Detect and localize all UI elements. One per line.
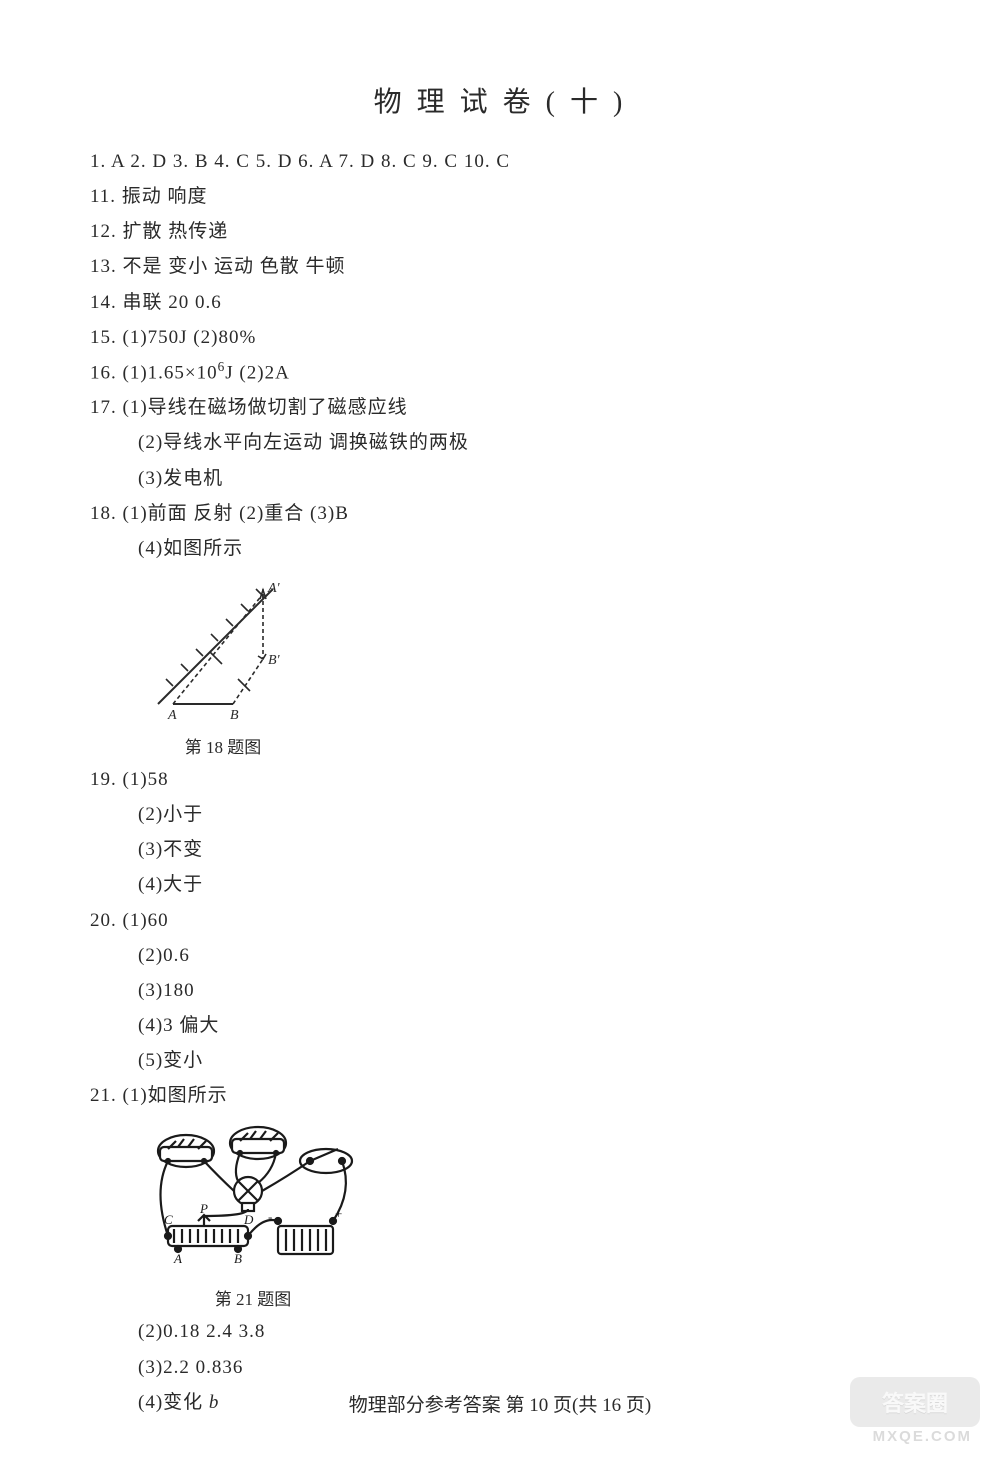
fig21-label-A: A	[173, 1251, 182, 1266]
answer-q18-4: (4)如图所示	[90, 531, 910, 566]
fig21-label-D: D	[243, 1212, 254, 1227]
answer-q21-1: 21. (1)如图所示	[90, 1078, 910, 1113]
fig18-label-A: A	[167, 708, 177, 723]
figure-q18-svg: A B A' B'	[138, 574, 308, 724]
fig21-label-plus: +	[335, 1206, 342, 1221]
figure-q21: C P D A B + - 第 21 题图	[138, 1121, 368, 1310]
answer-q21-3: (3)2.2 0.836	[90, 1350, 910, 1385]
answer-q18-1: 18. (1)前面 反射 (2)重合 (3)B	[90, 496, 910, 531]
fig21-label-C: C	[164, 1212, 173, 1227]
answer-q19-2: (2)小于	[90, 797, 910, 832]
figure-q18: A B A' B' 第 18 题图	[138, 574, 308, 758]
answer-q20-1: 20. (1)60	[90, 903, 910, 938]
fig21-label-minus: -	[268, 1209, 272, 1224]
fig18-label-B: B	[230, 708, 239, 723]
answer-q20-4: (4)3 偏大	[90, 1008, 910, 1043]
fig21-label-B: B	[234, 1251, 242, 1266]
fig18-label-Bp: B'	[268, 653, 281, 668]
fig18-label-Ap: A'	[267, 581, 281, 596]
answer-q16: 16. (1)1.65×106J (2)2A	[90, 355, 910, 390]
answer-mc-line: 1. A 2. D 3. B 4. C 5. D 6. A 7. D 8. C …	[90, 144, 910, 179]
answer-q19-4: (4)大于	[90, 867, 910, 902]
answer-q19-1: 19. (1)58	[90, 762, 910, 797]
answer-q15: 15. (1)750J (2)80%	[90, 320, 910, 355]
answer-q12: 12. 扩散 热传递	[90, 214, 910, 249]
figure-q18-caption: 第 18 题图	[138, 733, 308, 758]
fig21-label-P: P	[199, 1201, 208, 1216]
answer-q14: 14. 串联 20 0.6	[90, 285, 910, 320]
figure-q21-svg: C P D A B + -	[138, 1121, 368, 1276]
watermark-badge: 答案圈	[850, 1377, 980, 1427]
answer-q20-3: (3)180	[90, 973, 910, 1008]
page-title: 物 理 试 卷 ( 十 )	[90, 80, 910, 120]
q16-prefix: 16. (1)1.65×10	[90, 362, 218, 383]
answer-q20-2: (2)0.6	[90, 938, 910, 973]
answer-q17-1: 17. (1)导线在磁场做切割了磁感应线	[90, 390, 910, 425]
answer-q17-3: (3)发电机	[90, 461, 910, 496]
answer-q11: 11. 振动 响度	[90, 179, 910, 214]
answer-q17-2: (2)导线水平向左运动 调换磁铁的两极	[90, 425, 910, 460]
answer-q20-5: (5)变小	[90, 1043, 910, 1078]
answer-q21-2: (2)0.18 2.4 3.8	[90, 1314, 910, 1349]
watermark-url: MXQE.COM	[873, 1428, 972, 1445]
answer-q19-3: (3)不变	[90, 832, 910, 867]
figure-q21-caption: 第 21 题图	[138, 1285, 368, 1310]
q16-suffix: J (2)2A	[225, 362, 290, 383]
answer-q13: 13. 不是 变小 运动 色散 牛顿	[90, 249, 910, 284]
